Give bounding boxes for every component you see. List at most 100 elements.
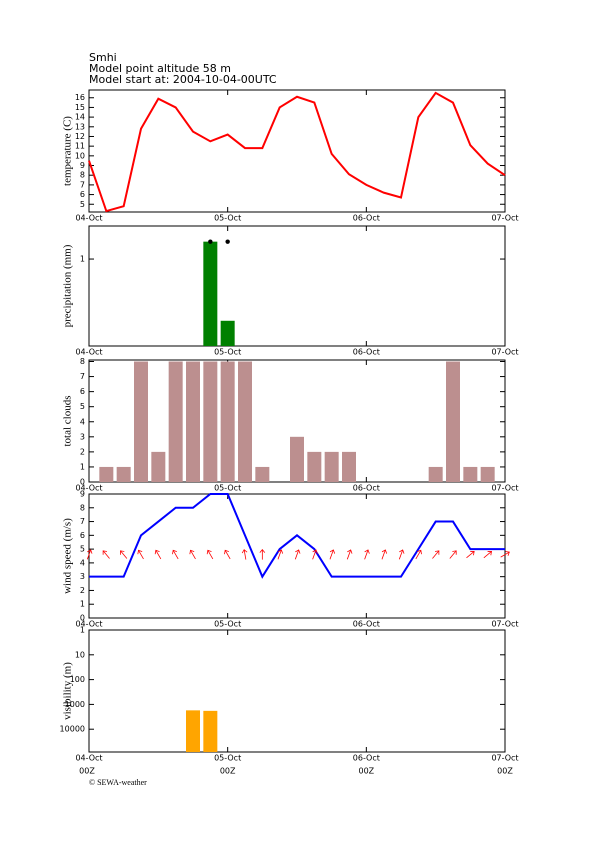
wind-arrow-shaft bbox=[364, 549, 369, 560]
wind-arrow-head bbox=[364, 549, 370, 554]
marker-dot bbox=[208, 239, 213, 244]
y-tick-label: 0 bbox=[80, 614, 85, 623]
wind-arrow-shaft bbox=[155, 550, 162, 560]
y-tick-label: 9 bbox=[80, 490, 85, 499]
wind-arrow-head bbox=[434, 550, 440, 555]
y-tick-label: 5 bbox=[80, 200, 85, 209]
x-tick-label: 07-Oct bbox=[491, 754, 518, 763]
x-tick-label: 06-Oct bbox=[353, 620, 380, 629]
wind-arrow-shaft bbox=[190, 550, 196, 560]
bar bbox=[307, 451, 322, 482]
wind-arrow bbox=[189, 549, 196, 560]
bar bbox=[446, 361, 460, 482]
wind-arrow-head bbox=[137, 549, 143, 555]
bar bbox=[220, 361, 235, 482]
y-tick-label: 12 bbox=[75, 132, 85, 141]
bar bbox=[186, 710, 200, 752]
x-tick-label: 05-Oct bbox=[214, 348, 241, 357]
y-tick-label: 100 bbox=[70, 675, 85, 684]
y-tick-label: 1000 bbox=[65, 700, 85, 709]
bar bbox=[238, 361, 252, 482]
bar bbox=[480, 466, 495, 482]
x-tick-label: 04-Oct bbox=[75, 348, 102, 357]
x-tick-label: 04-Oct bbox=[75, 754, 102, 763]
y-tick-label: 7 bbox=[80, 517, 85, 526]
wind-arrow-shaft bbox=[432, 550, 440, 559]
y-tick-label: 3 bbox=[80, 572, 85, 581]
footer: © SEWA-weather bbox=[89, 778, 147, 787]
wind-arrow-shaft bbox=[207, 550, 214, 560]
bar bbox=[134, 361, 148, 482]
x-tick-label: 06-Oct bbox=[353, 348, 380, 357]
y-axis-label: wind speed (m/s) bbox=[62, 518, 74, 594]
wind-arrow-head bbox=[329, 549, 336, 554]
wind-arrow bbox=[449, 550, 457, 559]
wind-arrow-shaft bbox=[224, 550, 231, 560]
y-tick-label: 3 bbox=[80, 432, 85, 441]
y-tick-label: 10 bbox=[75, 650, 85, 659]
wind-arrow-shaft bbox=[277, 549, 282, 560]
y-axis-label: precipitation (mm) bbox=[62, 244, 74, 327]
bar bbox=[463, 466, 478, 482]
bar bbox=[99, 466, 114, 482]
x-tick-label: 04-Oct bbox=[75, 214, 102, 223]
wind-arrow-head bbox=[452, 550, 457, 555]
x-tick-label: 07-Oct bbox=[491, 620, 518, 629]
wind-arrow-shaft bbox=[102, 550, 110, 559]
panel-frame bbox=[88, 493, 506, 619]
bar bbox=[203, 361, 218, 482]
wind-arrow-head bbox=[399, 549, 405, 554]
wind-arrow-head bbox=[241, 549, 248, 554]
y-tick-label: 7 bbox=[80, 372, 85, 381]
wind-arrow-shaft bbox=[500, 551, 510, 558]
y-tick-label: 8 bbox=[80, 171, 85, 180]
wind-arrow-shaft bbox=[483, 551, 492, 559]
wind-arrow-head bbox=[120, 550, 125, 555]
wind-arrow-shaft bbox=[86, 549, 92, 560]
y-axis-label: total clouds bbox=[62, 395, 74, 446]
wind-arrow-head bbox=[417, 549, 422, 555]
wind-arrow bbox=[206, 549, 214, 560]
x-tick-label: 05-Oct bbox=[214, 214, 241, 223]
wind-arrow bbox=[500, 551, 510, 558]
y-tick-label: 8 bbox=[80, 503, 85, 512]
y-tick-label: 10000 bbox=[60, 725, 85, 734]
bar bbox=[290, 436, 304, 482]
bar bbox=[203, 241, 218, 346]
panel-frame bbox=[88, 225, 506, 347]
bar bbox=[186, 361, 200, 482]
x-tick-label: 06-Oct bbox=[353, 484, 380, 493]
wind-arrow bbox=[86, 549, 93, 560]
y-tick-label: 6 bbox=[80, 531, 85, 540]
bar bbox=[428, 466, 443, 482]
wind-arrow-shaft bbox=[346, 549, 352, 560]
wind-arrow bbox=[415, 549, 422, 560]
wind-arrow bbox=[224, 549, 231, 560]
wind-arrow-shaft bbox=[398, 549, 404, 560]
y-tick-label: 2 bbox=[80, 586, 85, 595]
bar bbox=[116, 466, 131, 482]
y-tick-label: 14 bbox=[75, 113, 85, 122]
wind-arrow-shaft bbox=[120, 550, 128, 559]
wind-arrow-shaft bbox=[243, 549, 247, 560]
wind-arrow-head bbox=[487, 551, 492, 556]
y-axis-label: temperature (C) bbox=[62, 116, 74, 186]
x-sublabel: 00Z bbox=[358, 767, 374, 776]
wind-arrow bbox=[346, 549, 353, 560]
wind-arrow bbox=[172, 549, 179, 560]
wind-arrow-head bbox=[505, 551, 510, 556]
wind-arrow-shaft bbox=[138, 550, 144, 560]
wind-arrow-shaft bbox=[466, 551, 475, 559]
wind-arrow-head bbox=[470, 551, 475, 556]
wind-arrow-shaft bbox=[449, 550, 457, 559]
y-tick-label: 15 bbox=[75, 103, 85, 112]
wind-arrow-shaft bbox=[172, 550, 179, 560]
wind-arrow-head bbox=[172, 549, 177, 555]
y-tick-label: 8 bbox=[80, 357, 85, 366]
y-tick-label: 1 bbox=[80, 600, 85, 609]
wind-arrow-head bbox=[102, 550, 108, 555]
header-source: Smhi bbox=[89, 51, 117, 64]
y-tick-label: 13 bbox=[75, 122, 85, 131]
